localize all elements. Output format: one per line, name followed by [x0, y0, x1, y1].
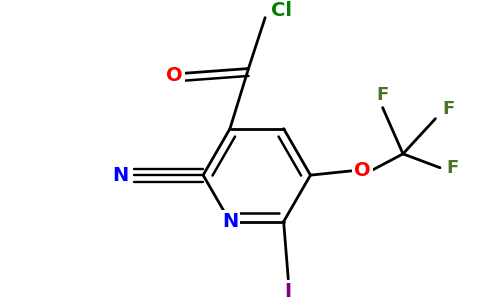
Text: O: O [166, 66, 183, 85]
Text: F: F [447, 159, 459, 177]
Text: O: O [354, 161, 371, 180]
Text: I: I [285, 282, 292, 300]
Text: N: N [222, 212, 238, 231]
Text: F: F [377, 85, 389, 103]
Text: N: N [113, 166, 129, 184]
Text: Cl: Cl [272, 1, 292, 20]
Text: F: F [442, 100, 454, 118]
